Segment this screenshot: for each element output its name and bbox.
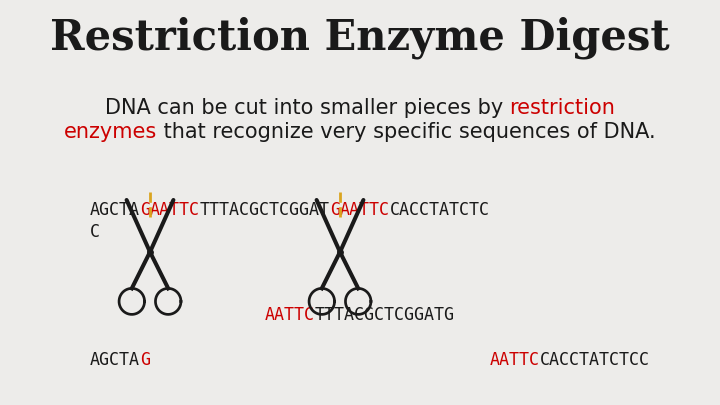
Text: AATTC: AATTC xyxy=(340,201,390,219)
Text: CACCTATCTCC: CACCTATCTCC xyxy=(540,351,650,369)
Text: G: G xyxy=(140,201,150,219)
Text: enzymes: enzymes xyxy=(64,122,157,142)
Text: DNA can be cut into smaller pieces by: DNA can be cut into smaller pieces by xyxy=(104,98,510,118)
Text: CACCTATCTC: CACCTATCTC xyxy=(390,201,490,219)
Text: that recognize very specific sequences of DNA.: that recognize very specific sequences o… xyxy=(157,122,656,142)
Text: AATTC: AATTC xyxy=(490,351,540,369)
Text: G: G xyxy=(330,201,340,219)
Text: Restriction Enzyme Digest: Restriction Enzyme Digest xyxy=(50,17,670,59)
Text: AATTC: AATTC xyxy=(265,306,315,324)
Text: C: C xyxy=(90,223,100,241)
Text: AGCTA: AGCTA xyxy=(90,351,140,369)
Text: TTTACGCTCGGAT: TTTACGCTCGGAT xyxy=(200,201,330,219)
Text: restriction: restriction xyxy=(510,98,616,118)
Text: TTTACGCTCGGATG: TTTACGCTCGGATG xyxy=(315,306,455,324)
Text: G: G xyxy=(140,351,150,369)
Text: AGCTA: AGCTA xyxy=(90,201,140,219)
Text: AATTC: AATTC xyxy=(150,201,200,219)
